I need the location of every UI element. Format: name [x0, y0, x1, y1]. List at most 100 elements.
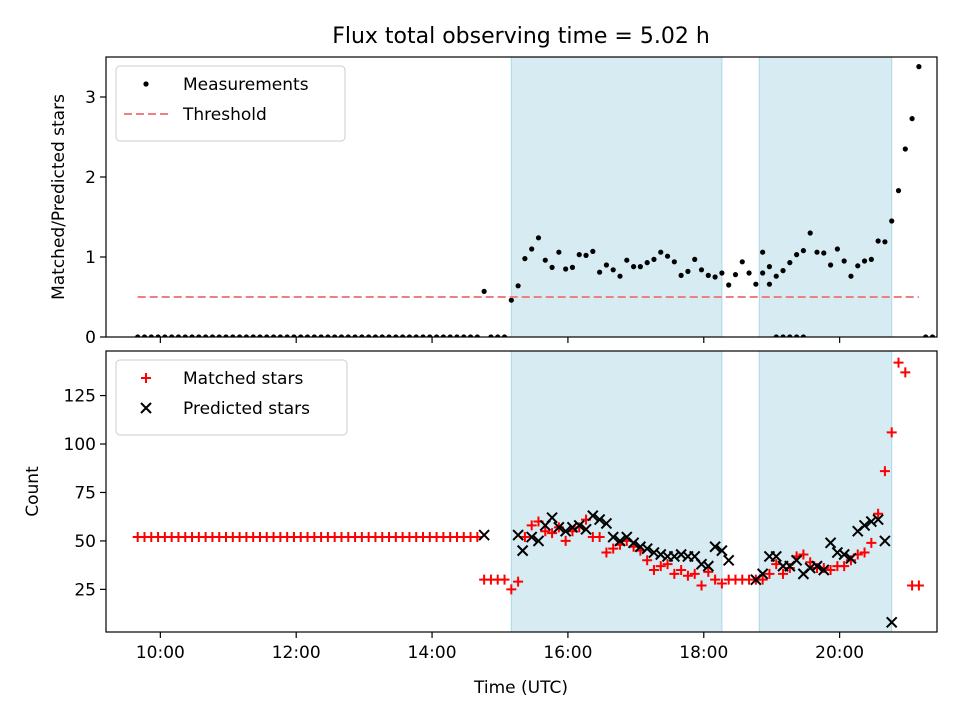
data-point [669, 568, 680, 579]
data-point [529, 246, 535, 252]
data-point [440, 334, 446, 337]
data-point [573, 519, 585, 532]
data-point [162, 334, 168, 337]
data-point [893, 357, 904, 368]
data-point [879, 466, 890, 477]
data-point [513, 576, 524, 587]
shaded-interval [758, 351, 893, 632]
x-axis-label: Time (UTC) [473, 678, 568, 698]
data-point [499, 574, 510, 585]
y-axis-label: Matched/Predicted stars [49, 94, 69, 300]
data-point [512, 529, 524, 541]
y-tick-label: 2 [85, 168, 96, 188]
data-point [515, 283, 521, 289]
data-point [773, 334, 779, 337]
data-point [148, 334, 154, 337]
data-point [576, 252, 582, 258]
data-point [413, 334, 419, 337]
data-point [655, 561, 666, 572]
data-point [778, 568, 789, 579]
data-point [794, 252, 800, 258]
data-point [298, 334, 304, 337]
data-point [662, 559, 673, 570]
legend-box [115, 359, 348, 436]
data-point [675, 548, 687, 561]
data-point [845, 552, 857, 565]
data-point [726, 282, 732, 288]
plot-frame [105, 56, 938, 338]
data-point [155, 334, 161, 337]
data-point [866, 537, 877, 548]
x-tick-label: 18:00 [679, 643, 728, 663]
data-point [916, 64, 922, 70]
plot-frame [105, 350, 938, 633]
data-point [600, 517, 613, 530]
legend: Matched stars Predicted stars [115, 359, 348, 436]
data-point [478, 529, 490, 541]
data-point [203, 334, 209, 337]
data-point [169, 334, 175, 337]
data-point [345, 334, 351, 337]
data-point [682, 570, 693, 581]
data-point [141, 334, 148, 337]
data-point [642, 555, 653, 566]
data-point [780, 334, 786, 337]
data-point [304, 334, 311, 337]
legend-marker [140, 402, 152, 414]
data-point [291, 334, 297, 337]
data-point [393, 334, 399, 337]
data-point [467, 334, 474, 337]
data-point [882, 239, 888, 245]
data-point [209, 334, 216, 337]
plot-area [135, 57, 936, 337]
data-point [553, 521, 565, 534]
data-point [580, 523, 592, 535]
data-point [886, 616, 898, 629]
data-point [277, 334, 283, 337]
legend-label: Predicted stars [183, 399, 310, 419]
data-point [506, 584, 517, 595]
data-point [692, 256, 698, 262]
legend-item: Matched stars [141, 369, 303, 389]
data-point [420, 334, 426, 337]
data-point [318, 334, 324, 337]
data-point [603, 262, 610, 268]
data-point [526, 520, 537, 531]
data-point [597, 269, 603, 275]
data-point [230, 334, 236, 337]
chart-title: Flux total observing time = 5.02 h [332, 24, 710, 49]
data-point [264, 334, 270, 337]
data-point [696, 580, 707, 591]
data-point [703, 566, 714, 577]
y-tick-label: 100 [64, 435, 96, 455]
data-point [447, 334, 453, 337]
data-point [676, 564, 687, 575]
data-point [804, 562, 816, 574]
data-point [875, 238, 881, 244]
data-point [655, 548, 667, 561]
data-point [587, 510, 599, 522]
data-point [559, 525, 572, 537]
data-point [608, 543, 619, 554]
data-point [648, 564, 659, 575]
data-point [590, 248, 596, 254]
legend-label: Threshold [182, 105, 267, 125]
data-point [798, 549, 809, 560]
data-point [671, 259, 677, 265]
data-point [913, 580, 924, 591]
data-point [641, 542, 653, 555]
series-predicted-stars [478, 510, 898, 629]
data-point [601, 547, 612, 558]
data-point [311, 334, 317, 337]
data-point [610, 267, 616, 273]
data-point [839, 561, 850, 572]
data-point [614, 535, 626, 547]
data-point [630, 264, 637, 270]
y-tick-label: 75 [74, 483, 96, 503]
data-point [359, 334, 365, 337]
data-point [658, 249, 664, 255]
data-point [556, 249, 562, 255]
y-tick-label: 3 [85, 88, 96, 108]
data-point [800, 334, 807, 337]
data-point [929, 334, 936, 337]
